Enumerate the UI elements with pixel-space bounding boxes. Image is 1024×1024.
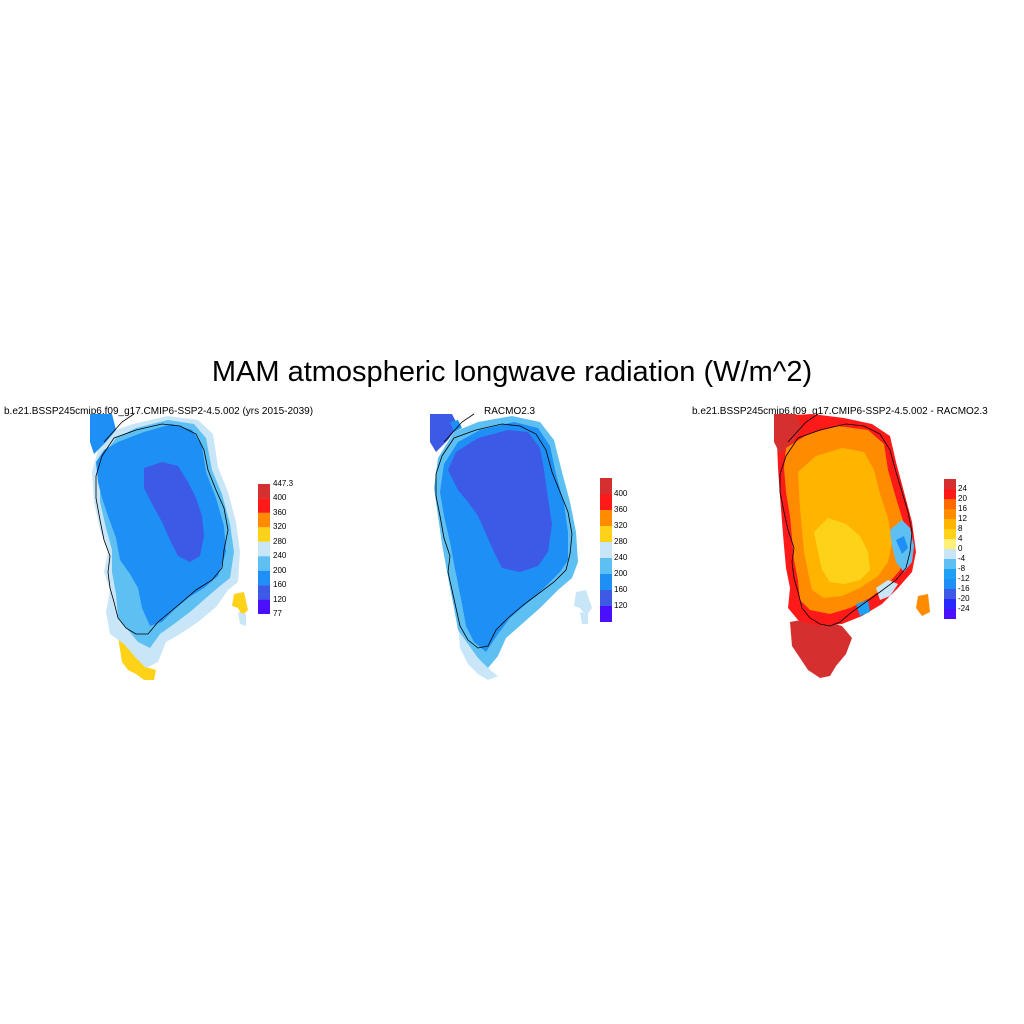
colorbar-swatch bbox=[944, 529, 956, 539]
colorbar-swatch bbox=[944, 549, 956, 559]
panel-2-map bbox=[430, 413, 592, 680]
colorbar-swatch bbox=[258, 570, 270, 586]
colorbar-swatch bbox=[944, 519, 956, 529]
colorbar-swatch bbox=[600, 478, 612, 494]
colorbar-tick-label: 8 bbox=[958, 524, 963, 533]
figure-title: MAM atmospheric longwave radiation (W/m^… bbox=[211, 356, 813, 388]
greenland-map-model bbox=[90, 413, 240, 680]
colorbar-swatch bbox=[944, 569, 956, 579]
colorbar-swatch bbox=[258, 541, 270, 557]
colorbar-swatch bbox=[944, 539, 956, 549]
panel-3-map bbox=[774, 413, 930, 678]
colorbar-swatch bbox=[600, 574, 612, 590]
colorbar-swatch bbox=[944, 589, 956, 599]
colorbar-tick-label: 120 bbox=[614, 601, 628, 610]
colorbar-tick-label: 0 bbox=[958, 544, 963, 553]
colorbar-swatch bbox=[600, 606, 612, 622]
colorbar-tick-label: 360 bbox=[273, 507, 287, 517]
colorbar-swatch bbox=[944, 609, 956, 619]
colorbar-tick-label: 20 bbox=[958, 494, 967, 503]
colorbar-tick-label: 200 bbox=[273, 565, 287, 575]
colorbar-tick-label: 400 bbox=[273, 493, 287, 503]
colorbar-swatch bbox=[258, 585, 270, 600]
svalbard-islands bbox=[916, 594, 930, 616]
colorbar-swatch bbox=[258, 498, 270, 513]
colorbar-tick-label: 200 bbox=[614, 569, 628, 578]
colorbar-swatch bbox=[944, 479, 956, 489]
colorbar-swatch bbox=[258, 599, 270, 614]
colorbar-tick-label: 4 bbox=[958, 534, 963, 543]
panel-2-colorbar bbox=[600, 478, 612, 622]
colorbar-swatch bbox=[944, 509, 956, 519]
colorbar-swatch bbox=[944, 489, 956, 499]
colorbar-tick-label: 12 bbox=[958, 514, 967, 523]
colorbar-tick-label: 240 bbox=[273, 551, 287, 561]
colorbar-tick-label: 320 bbox=[614, 521, 628, 530]
colorbar-swatch bbox=[600, 510, 612, 526]
svalbard-islands bbox=[574, 590, 592, 624]
colorbar-tick-label: 240 bbox=[614, 553, 628, 562]
colorbar-tick-label: -12 bbox=[958, 574, 970, 583]
colorbar-swatch bbox=[944, 599, 956, 609]
panel-3-colorbar bbox=[944, 479, 956, 619]
colorbar-tick-label: 360 bbox=[614, 505, 628, 514]
colorbar-swatch bbox=[258, 556, 270, 571]
colorbar-swatch bbox=[258, 527, 270, 542]
colorbar-swatch bbox=[944, 499, 956, 509]
colorbar-tick-label: 280 bbox=[614, 537, 628, 546]
colorbar-tick-label: -4 bbox=[958, 554, 966, 563]
colorbar-swatch bbox=[258, 512, 270, 528]
colorbar-swatch bbox=[600, 494, 612, 510]
colorbar-tick-label: -8 bbox=[958, 564, 966, 573]
colorbar-swatch bbox=[944, 559, 956, 569]
colorbar-tick-label: 77 bbox=[273, 609, 282, 618]
panel-1-map bbox=[90, 413, 248, 680]
colorbar-tick-label: 16 bbox=[958, 504, 967, 513]
panel-3-title: b.e21.BSSP245cmip6.f09_g17.CMIP6-SSP2-4.… bbox=[692, 406, 988, 417]
panel-2-title: RACMO2.3 bbox=[484, 406, 536, 417]
colorbar-tick-label: -24 bbox=[958, 604, 970, 613]
colorbar-tick-label: 120 bbox=[273, 594, 287, 604]
panel-1-title: b.e21.BSSP245cmip6.f09_g17.CMIP6-SSP2-4.… bbox=[4, 406, 314, 417]
colorbar-swatch bbox=[600, 590, 612, 606]
colorbar-tick-label: 160 bbox=[273, 580, 287, 590]
colorbar-tick-label: 447.3 bbox=[273, 479, 294, 488]
colorbar-tick-label: 280 bbox=[273, 536, 287, 546]
panel-1-colorbar bbox=[258, 484, 270, 614]
colorbar-tick-label: -20 bbox=[958, 594, 970, 603]
colorbar-swatch bbox=[600, 526, 612, 542]
colorbar-tick-label: 24 bbox=[958, 484, 967, 493]
colorbar-tick-label: -16 bbox=[958, 584, 970, 593]
greenland-map-difference bbox=[774, 413, 916, 678]
svalbard-islands bbox=[232, 592, 248, 626]
colorbar-swatch bbox=[944, 579, 956, 589]
colorbar-swatch bbox=[258, 484, 270, 499]
colorbar-tick-label: 320 bbox=[273, 522, 287, 532]
colorbar-swatch bbox=[600, 558, 612, 574]
colorbar-tick-label: 160 bbox=[614, 585, 628, 594]
colorbar-swatch bbox=[600, 542, 612, 558]
greenland-map-racmo bbox=[430, 413, 578, 680]
colorbar-tick-label: 400 bbox=[614, 489, 628, 498]
